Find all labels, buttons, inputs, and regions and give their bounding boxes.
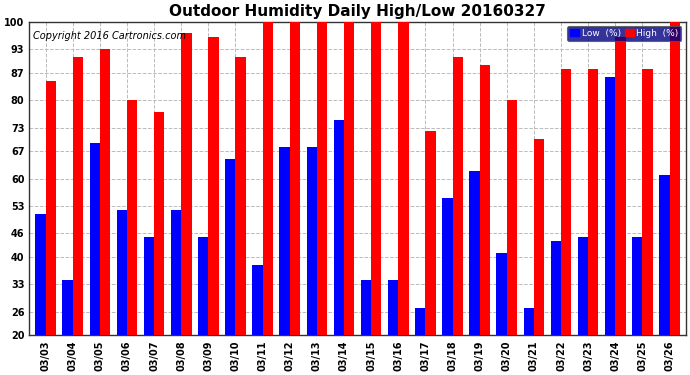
Bar bbox=[198, 237, 208, 335]
Bar bbox=[524, 308, 534, 335]
Bar bbox=[181, 33, 192, 335]
Bar bbox=[279, 147, 290, 335]
Bar bbox=[561, 69, 571, 335]
Bar bbox=[480, 65, 490, 335]
Bar bbox=[469, 171, 480, 335]
Bar bbox=[669, 22, 680, 335]
Bar bbox=[290, 22, 300, 335]
Bar bbox=[100, 49, 110, 335]
Bar bbox=[117, 210, 127, 335]
Bar bbox=[35, 214, 46, 335]
Bar bbox=[253, 265, 263, 335]
Bar bbox=[344, 22, 354, 335]
Bar bbox=[506, 100, 517, 335]
Bar bbox=[90, 143, 100, 335]
Bar bbox=[388, 280, 398, 335]
Bar bbox=[72, 57, 83, 335]
Bar bbox=[659, 175, 669, 335]
Bar bbox=[615, 38, 626, 335]
Bar bbox=[588, 69, 598, 335]
Bar bbox=[497, 253, 506, 335]
Bar bbox=[62, 280, 72, 335]
Bar bbox=[127, 100, 137, 335]
Bar bbox=[225, 159, 235, 335]
Bar bbox=[453, 57, 463, 335]
Bar bbox=[371, 22, 382, 335]
Bar bbox=[208, 38, 219, 335]
Bar bbox=[154, 112, 164, 335]
Legend: Low  (%), High  (%): Low (%), High (%) bbox=[567, 26, 681, 40]
Bar bbox=[171, 210, 181, 335]
Text: Copyright 2016 Cartronics.com: Copyright 2016 Cartronics.com bbox=[32, 31, 186, 41]
Bar bbox=[632, 237, 642, 335]
Bar bbox=[534, 140, 544, 335]
Bar bbox=[551, 241, 561, 335]
Bar bbox=[578, 237, 588, 335]
Bar bbox=[235, 57, 246, 335]
Bar bbox=[317, 22, 327, 335]
Bar bbox=[425, 132, 435, 335]
Bar bbox=[642, 69, 653, 335]
Bar bbox=[334, 120, 344, 335]
Bar bbox=[46, 81, 56, 335]
Bar bbox=[415, 308, 425, 335]
Bar bbox=[306, 147, 317, 335]
Bar bbox=[263, 22, 273, 335]
Title: Outdoor Humidity Daily High/Low 20160327: Outdoor Humidity Daily High/Low 20160327 bbox=[169, 4, 546, 19]
Bar bbox=[361, 280, 371, 335]
Bar bbox=[398, 22, 408, 335]
Bar bbox=[442, 198, 453, 335]
Bar bbox=[144, 237, 154, 335]
Bar bbox=[605, 76, 615, 335]
